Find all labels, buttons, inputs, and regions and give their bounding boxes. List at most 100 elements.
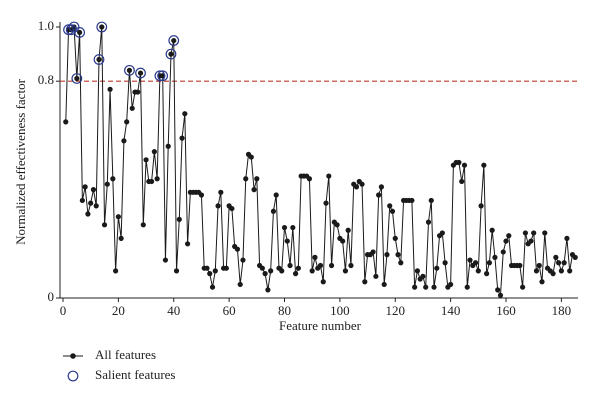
data-line bbox=[65, 25, 576, 298]
salient-point bbox=[74, 27, 86, 38]
data-point bbox=[312, 254, 318, 260]
data-point bbox=[121, 138, 127, 144]
data-point bbox=[290, 224, 296, 231]
data-point bbox=[442, 260, 448, 266]
y-axis-label: Normalized effectiveness factor bbox=[13, 78, 28, 244]
data-point bbox=[171, 37, 177, 44]
x-tick-label: 80 bbox=[278, 303, 291, 318]
data-point bbox=[115, 214, 121, 220]
data-point bbox=[378, 184, 385, 190]
data-point bbox=[434, 265, 440, 271]
data-point bbox=[342, 268, 349, 274]
salient-point bbox=[71, 73, 83, 84]
data-point bbox=[425, 219, 432, 225]
data-point bbox=[306, 176, 313, 182]
data-point bbox=[309, 268, 315, 274]
salient-point bbox=[154, 70, 166, 82]
data-point bbox=[320, 279, 326, 285]
x-tick-label: 180 bbox=[552, 303, 572, 318]
x-tick-label: 60 bbox=[223, 303, 236, 318]
y-tick-label: 1.0 bbox=[38, 18, 54, 33]
y-tick-label: 0 bbox=[48, 289, 55, 304]
data-point bbox=[251, 187, 257, 193]
data-point bbox=[564, 235, 570, 241]
data-point bbox=[481, 162, 487, 168]
data-point bbox=[182, 111, 188, 117]
data-point bbox=[63, 119, 69, 125]
data-point bbox=[475, 268, 481, 274]
data-point bbox=[334, 222, 340, 228]
data-point bbox=[270, 208, 277, 214]
data-point bbox=[531, 230, 537, 236]
data-point bbox=[561, 260, 567, 266]
data-point bbox=[423, 284, 429, 290]
salient-point bbox=[168, 35, 180, 46]
data-point bbox=[212, 268, 218, 274]
x-tick-label: 100 bbox=[330, 303, 350, 318]
data-point bbox=[522, 230, 528, 236]
data-point bbox=[74, 75, 80, 82]
data-point bbox=[414, 268, 421, 274]
data-point bbox=[279, 268, 285, 274]
data-point bbox=[254, 176, 260, 182]
data-point bbox=[143, 157, 149, 163]
legend-label: All features bbox=[95, 347, 156, 362]
data-point bbox=[326, 173, 332, 179]
data-point bbox=[376, 192, 382, 198]
data-point bbox=[243, 176, 249, 182]
data-point bbox=[495, 287, 501, 293]
data-point bbox=[93, 203, 99, 209]
data-point bbox=[486, 260, 492, 266]
data-point bbox=[484, 271, 490, 277]
data-point bbox=[265, 287, 271, 293]
salient-point bbox=[96, 21, 108, 33]
data-point bbox=[533, 268, 540, 274]
salient-point bbox=[165, 48, 177, 60]
data-point bbox=[492, 254, 498, 260]
data-point bbox=[179, 135, 185, 141]
data-point bbox=[539, 279, 545, 285]
data-point bbox=[262, 271, 268, 277]
legend-marker bbox=[70, 353, 76, 359]
salient-point bbox=[63, 24, 74, 36]
data-point bbox=[459, 178, 465, 185]
data-point bbox=[317, 262, 324, 269]
legend-marker bbox=[67, 370, 79, 382]
data-point bbox=[373, 273, 379, 279]
data-point bbox=[456, 159, 462, 166]
salient-point bbox=[157, 70, 169, 82]
data-point bbox=[79, 197, 85, 204]
data-point bbox=[268, 268, 274, 274]
data-point bbox=[295, 265, 301, 271]
data-point bbox=[124, 119, 130, 125]
data-point bbox=[88, 200, 94, 206]
data-point bbox=[353, 184, 360, 190]
data-point bbox=[517, 262, 523, 269]
data-point bbox=[273, 192, 279, 198]
data-point bbox=[107, 86, 113, 92]
data-point bbox=[77, 29, 83, 36]
data-point bbox=[381, 281, 387, 288]
data-point bbox=[292, 271, 299, 277]
data-point bbox=[287, 262, 293, 269]
salient-point bbox=[124, 64, 135, 76]
data-point bbox=[328, 262, 335, 269]
x-tick-label: 160 bbox=[496, 303, 516, 318]
data-point bbox=[323, 200, 329, 206]
data-point bbox=[542, 230, 548, 236]
data-point bbox=[204, 265, 210, 271]
data-point bbox=[113, 268, 119, 274]
data-point bbox=[428, 197, 434, 204]
data-point bbox=[240, 257, 246, 263]
data-point bbox=[489, 227, 495, 233]
data-point bbox=[395, 252, 401, 258]
data-point bbox=[151, 149, 157, 155]
data-point bbox=[467, 257, 473, 263]
data-point bbox=[104, 181, 110, 187]
data-point bbox=[118, 235, 124, 241]
data-point bbox=[431, 284, 437, 290]
data-point bbox=[558, 268, 564, 274]
data-point bbox=[99, 24, 105, 30]
data-point bbox=[129, 105, 135, 111]
